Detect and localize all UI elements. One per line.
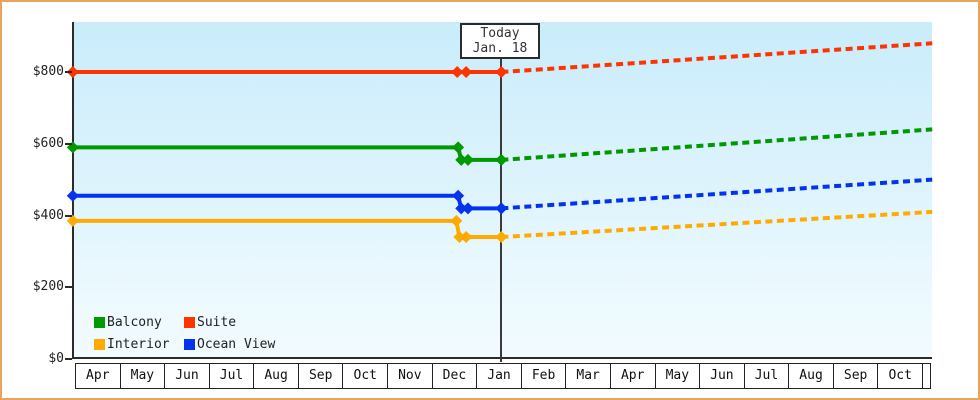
- legend-label: Balcony: [107, 315, 162, 330]
- month-cell-jun: Jun: [699, 363, 745, 389]
- legend-label: Ocean View: [197, 337, 276, 352]
- legend-item-interior: Interior: [94, 337, 184, 352]
- month-cell-jan: Jan: [476, 363, 522, 389]
- month-cell-sep: Sep: [297, 363, 344, 389]
- month-cell-sep: Sep: [832, 363, 879, 389]
- plot-area: [72, 22, 932, 359]
- month-cell-apr: Apr: [609, 363, 656, 389]
- legend-item-suite: Suite: [184, 315, 275, 330]
- month-cell-empty: [921, 363, 931, 389]
- month-cell-nov: Nov: [387, 363, 433, 389]
- legend-item-balcony: Balcony: [94, 315, 184, 330]
- y-axis-label: $400: [32, 207, 64, 223]
- month-cell-feb: Feb: [520, 363, 567, 389]
- month-cell-oct: Oct: [877, 363, 923, 389]
- month-cell-jul: Jul: [743, 363, 790, 389]
- month-cell-jun: Jun: [164, 363, 210, 389]
- y-axis-tick: [65, 286, 72, 289]
- month-cell-may: May: [654, 363, 701, 389]
- month-cell-aug: Aug: [253, 363, 299, 389]
- y-axis-tick: [65, 214, 72, 217]
- month-cell-dec: Dec: [431, 363, 478, 389]
- legend-item-ocean-view: Ocean View: [184, 337, 275, 352]
- legend-swatch-balcony: [94, 317, 105, 328]
- legend: Balcony Suite Interior Ocean View: [94, 315, 275, 352]
- month-cell-mar: Mar: [565, 363, 611, 389]
- today-label: Today: [480, 26, 520, 41]
- legend-swatch-suite: [184, 317, 195, 328]
- month-cell-jul: Jul: [208, 363, 255, 389]
- legend-swatch-ocean-view: [184, 339, 195, 350]
- month-cell-aug: Aug: [788, 363, 834, 389]
- y-axis-tick: [65, 358, 72, 360]
- y-axis-label: $600: [32, 135, 64, 151]
- today-vertical-line: [500, 59, 502, 362]
- y-axis-tick: [65, 71, 72, 73]
- month-cell-apr: Apr: [75, 363, 121, 389]
- legend-swatch-interior: [94, 339, 105, 350]
- y-axis-label: $800: [32, 64, 64, 79]
- y-axis-tick: [65, 142, 72, 145]
- today-box: Today Jan. 18: [460, 23, 540, 59]
- x-axis-month-row: Apr May Jun Jul Aug Sep Oct Nov Dec Jan Feb Mar Apr M…: [75, 363, 931, 389]
- legend-label: Interior: [107, 337, 170, 352]
- today-date: Jan. 18: [472, 41, 528, 56]
- y-axis-label: $200: [32, 279, 64, 295]
- legend-label: Suite: [197, 315, 237, 330]
- month-cell-oct: Oct: [342, 363, 389, 389]
- y-axis-label: $0: [48, 351, 64, 366]
- month-cell-may: May: [119, 363, 166, 389]
